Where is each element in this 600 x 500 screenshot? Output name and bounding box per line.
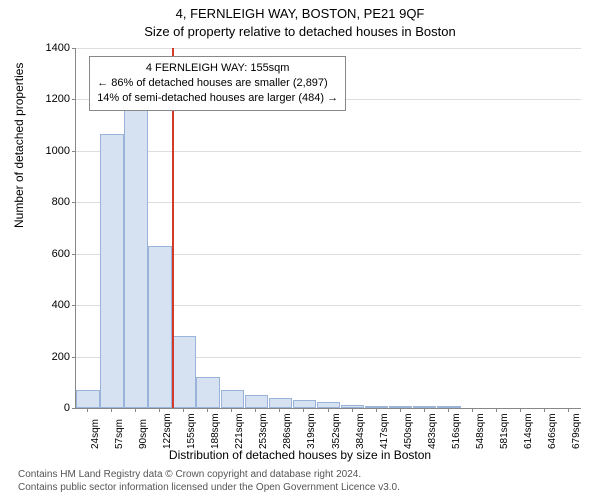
x-tick-label: 516sqm	[451, 413, 462, 449]
x-tick-label: 646sqm	[547, 413, 558, 449]
histogram-bar	[389, 406, 413, 408]
y-tick-label: 1400	[30, 42, 70, 54]
caption-line-2: Contains public sector information licen…	[18, 482, 400, 495]
x-axis-label: Distribution of detached houses by size …	[0, 448, 600, 462]
x-tick-label: 417sqm	[379, 413, 390, 449]
x-tick-label: 155sqm	[186, 413, 197, 449]
x-tick-label: 614sqm	[523, 413, 534, 449]
x-tick-label: 24sqm	[90, 419, 101, 449]
x-tick-label: 188sqm	[210, 413, 221, 449]
x-tick-label: 581sqm	[499, 413, 510, 449]
histogram-bar	[413, 406, 437, 408]
y-tick-label: 1200	[30, 93, 70, 105]
annotation-smaller: ← 86% of detached houses are smaller (2,…	[97, 76, 338, 91]
x-tick-label: 450sqm	[403, 413, 414, 449]
y-tick-label: 600	[30, 248, 70, 260]
page-address-title: 4, FERNLEIGH WAY, BOSTON, PE21 9QF	[0, 6, 600, 21]
histogram-bar	[124, 107, 148, 408]
histogram-bar	[196, 377, 220, 408]
x-tick-label: 57sqm	[114, 419, 125, 449]
histogram-bar	[76, 390, 100, 408]
data-attribution: Contains HM Land Registry data © Crown c…	[18, 469, 400, 494]
x-tick-label: 122sqm	[162, 413, 173, 449]
histogram-bar	[269, 398, 293, 408]
histogram-bar	[221, 390, 245, 408]
annotation-larger: 14% of semi-detached houses are larger (…	[97, 91, 338, 106]
y-tick-label: 1000	[30, 145, 70, 157]
y-axis-label: Number of detached properties	[12, 63, 26, 228]
x-tick-label: 352sqm	[331, 413, 342, 449]
x-tick-label: 384sqm	[355, 413, 366, 449]
x-tick-label: 90sqm	[138, 419, 149, 449]
x-tick-label: 221sqm	[234, 413, 245, 449]
x-tick-label: 679sqm	[571, 413, 582, 449]
page-subtitle: Size of property relative to detached ho…	[0, 24, 600, 39]
property-annotation: 4 FERNLEIGH WAY: 155sqm← 86% of detached…	[89, 56, 346, 111]
histogram-bar	[293, 400, 317, 408]
histogram-bar	[245, 395, 269, 408]
x-tick-label: 548sqm	[475, 413, 486, 449]
y-tick-label: 0	[30, 402, 70, 414]
histogram-bar	[437, 406, 461, 408]
x-tick-label: 286sqm	[282, 413, 293, 449]
x-tick-label: 483sqm	[427, 413, 438, 449]
y-tick-label: 200	[30, 351, 70, 363]
y-tick-label: 400	[30, 299, 70, 311]
caption-line-1: Contains HM Land Registry data © Crown c…	[18, 469, 400, 482]
annotation-title: 4 FERNLEIGH WAY: 155sqm	[97, 61, 338, 76]
y-tick-label: 800	[30, 196, 70, 208]
histogram-bar	[100, 134, 124, 408]
histogram-bar	[172, 336, 196, 408]
x-tick-label: 319sqm	[306, 413, 317, 449]
histogram-bar	[148, 246, 172, 408]
x-tick-label: 253sqm	[258, 413, 269, 449]
